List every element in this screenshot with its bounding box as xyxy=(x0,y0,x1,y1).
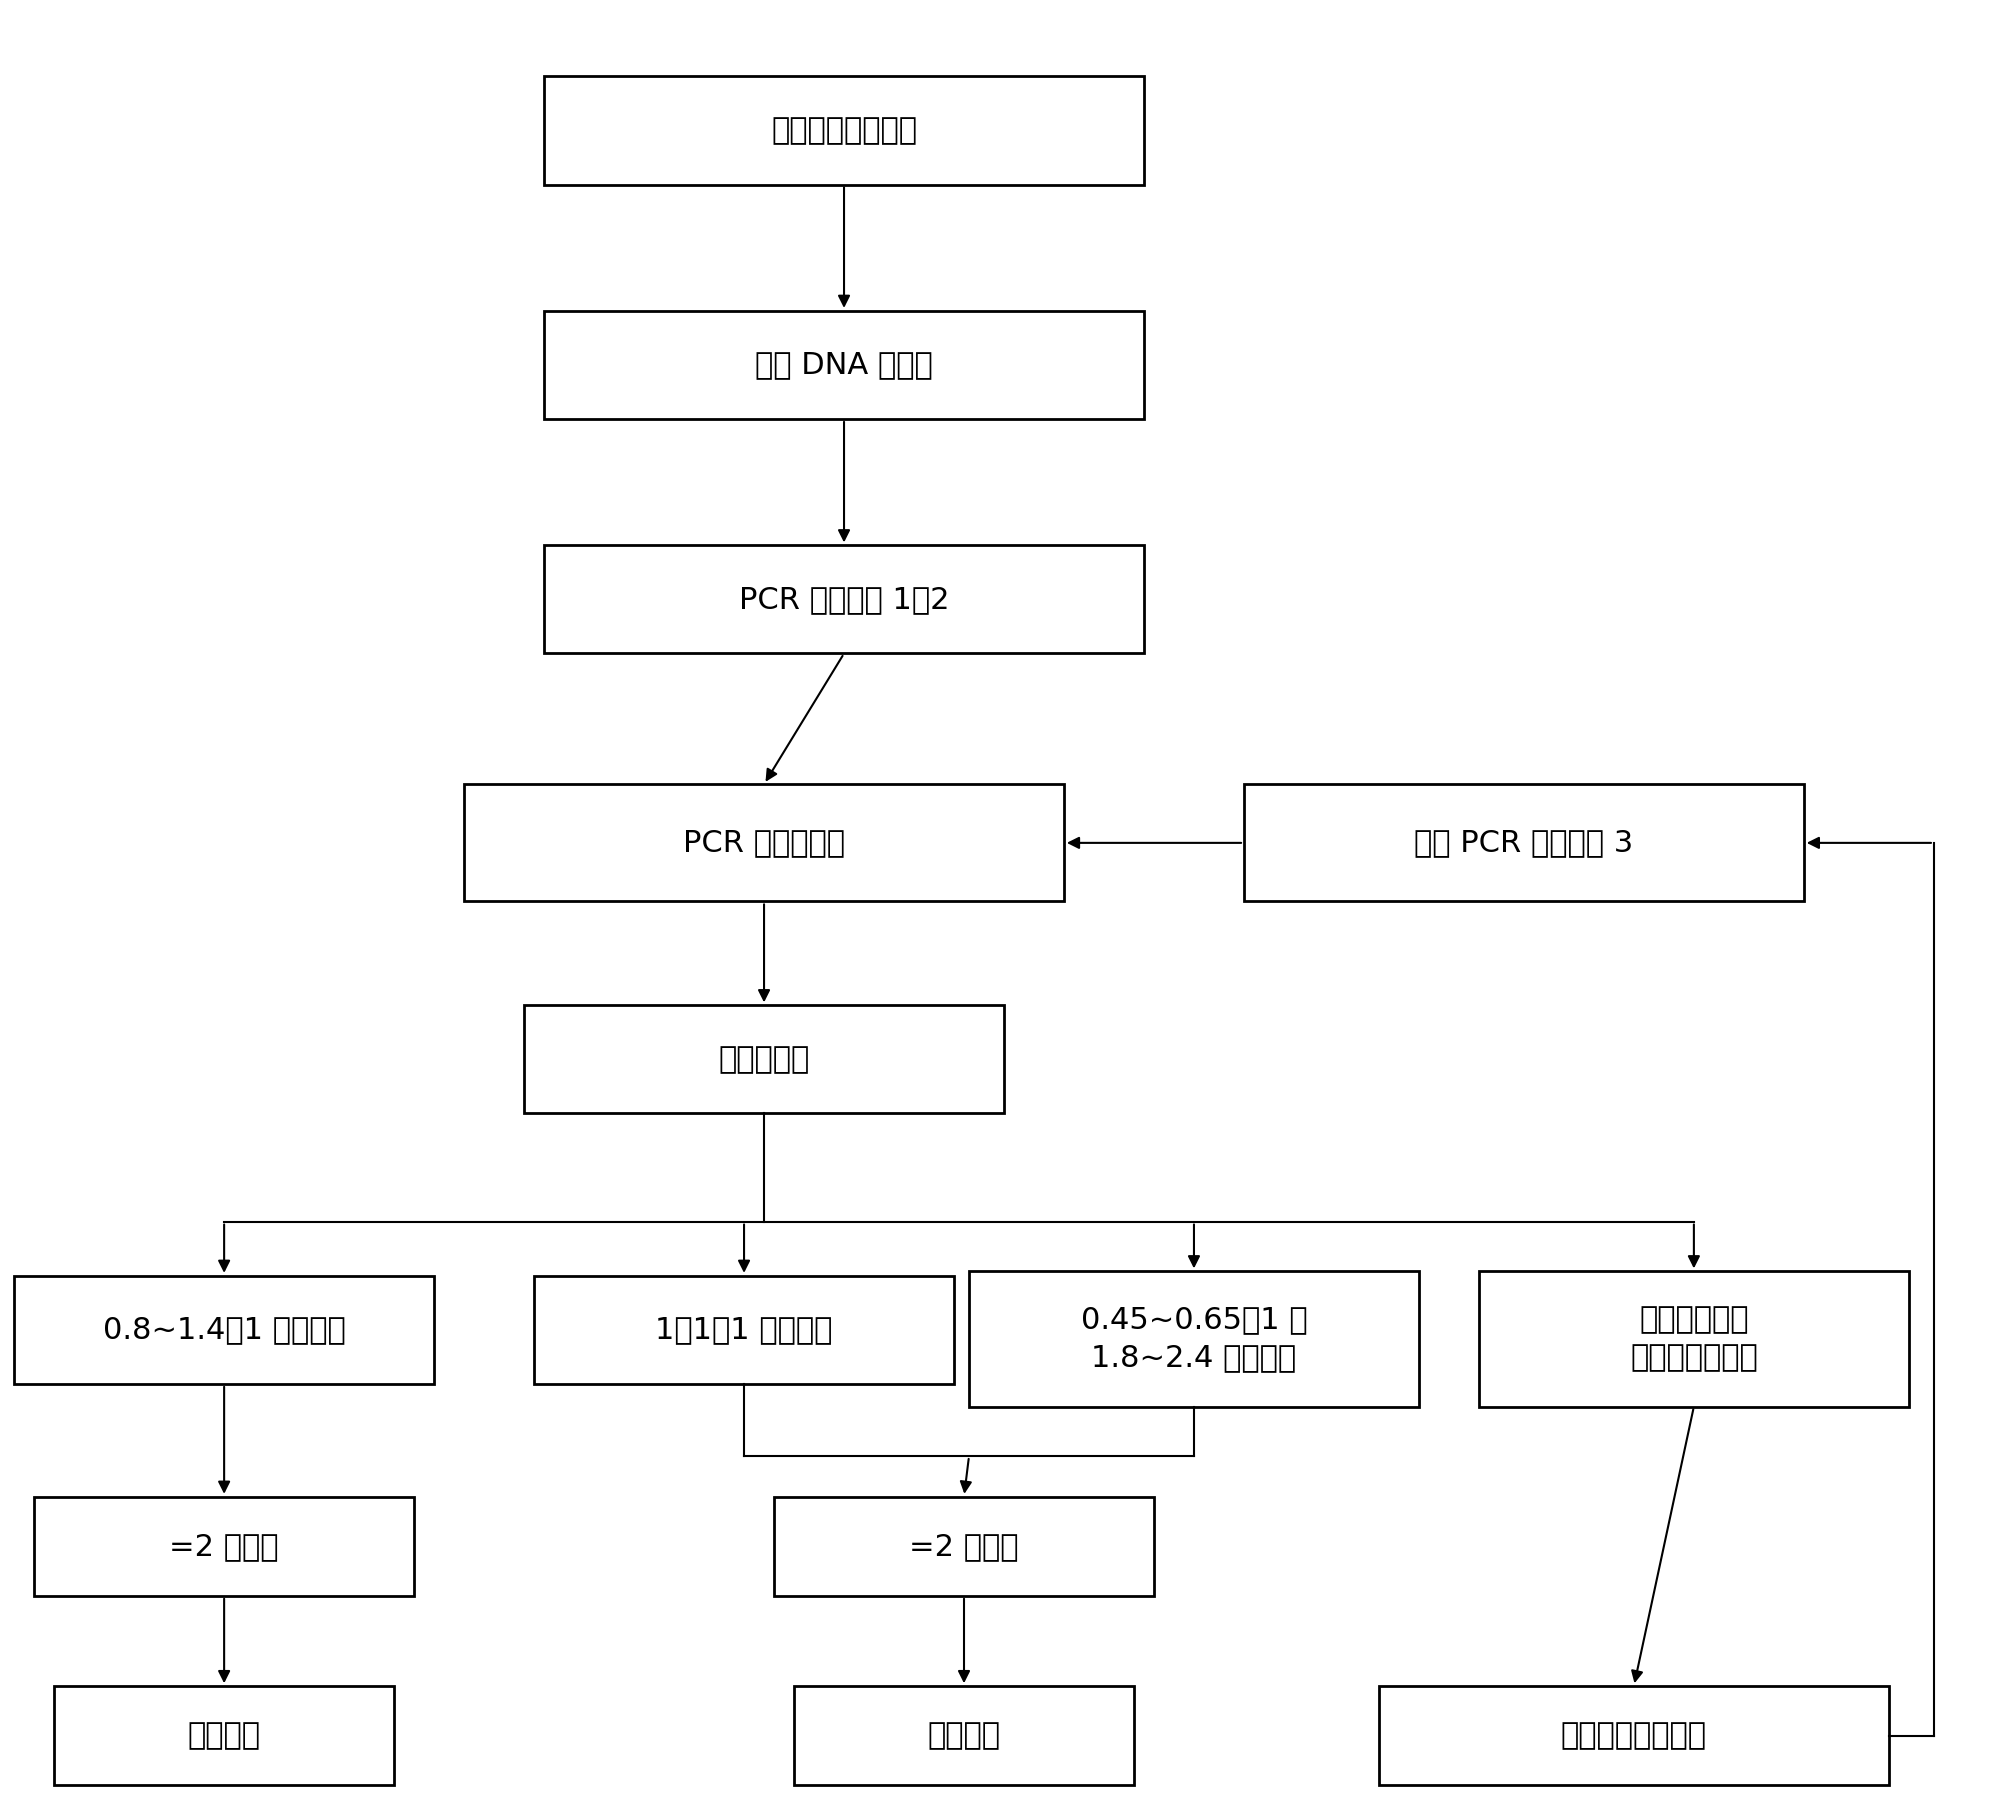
Text: 一个绍合峰或
不在检测范围内: 一个绍合峰或 不在检测范围内 xyxy=(1630,1305,1756,1372)
Bar xyxy=(1479,1272,1909,1406)
Text: PCR 反应体系 1，2: PCR 反应体系 1，2 xyxy=(739,585,949,614)
Text: 样本 DNA 的提取: 样本 DNA 的提取 xyxy=(755,350,933,379)
Text: 0.8~1.4：1 的两个峰: 0.8~1.4：1 的两个峰 xyxy=(102,1316,345,1345)
Bar xyxy=(544,545,1144,654)
Text: 样本的收集及处理: 样本的收集及处理 xyxy=(771,116,917,145)
Bar xyxy=(464,785,1064,902)
Text: =2 个位点: =2 个位点 xyxy=(169,1531,279,1560)
Text: 0.45~0.65：1 或
1.8~2.4 的两个峰: 0.45~0.65：1 或 1.8~2.4 的两个峰 xyxy=(1080,1305,1307,1372)
Text: PCR 产物的检测: PCR 产物的检测 xyxy=(682,828,845,857)
Bar xyxy=(54,1687,393,1785)
Bar xyxy=(773,1497,1154,1596)
Text: 片段的分析: 片段的分析 xyxy=(719,1046,809,1075)
Bar xyxy=(1244,785,1802,902)
Bar xyxy=(544,312,1144,419)
Text: =2 个位点: =2 个位点 xyxy=(909,1531,1018,1560)
Bar xyxy=(524,1006,1004,1113)
Bar xyxy=(34,1497,413,1596)
Text: 增做 PCR 反应体系 3: 增做 PCR 反应体系 3 xyxy=(1413,828,1634,857)
Bar xyxy=(969,1272,1419,1406)
Text: 正常二体: 正常二体 xyxy=(187,1721,261,1750)
Bar xyxy=(534,1276,953,1384)
Text: 三体患者: 三体患者 xyxy=(927,1721,999,1750)
Bar xyxy=(14,1276,434,1384)
Bar xyxy=(544,76,1144,185)
Bar xyxy=(1379,1687,1889,1785)
Text: 1：1：1 的三个峰: 1：1：1 的三个峰 xyxy=(654,1316,833,1345)
Text: 无检测结论的样本: 无检测结论的样本 xyxy=(1559,1721,1706,1750)
Bar xyxy=(793,1687,1134,1785)
